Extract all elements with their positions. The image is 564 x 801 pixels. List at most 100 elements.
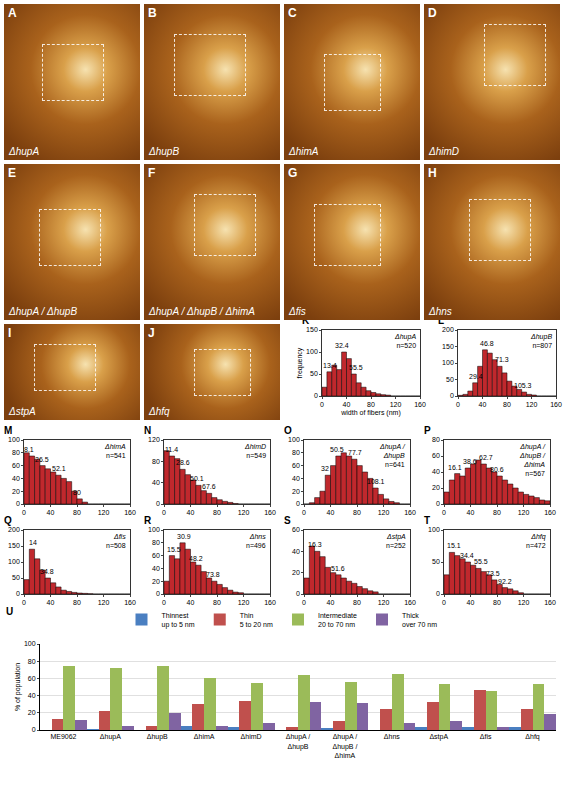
- svg-text:80: 80: [432, 436, 440, 443]
- svg-text:80.6: 80.6: [490, 466, 504, 473]
- svg-text:40: 40: [467, 509, 475, 516]
- svg-text:55.5: 55.5: [349, 364, 363, 371]
- svg-text:29.4: 29.4: [469, 373, 483, 380]
- svg-text:20: 20: [432, 484, 440, 491]
- svg-text:ΔhupA /ΔhupB /ΔhimAn=567: ΔhupA /ΔhupB /ΔhimAn=567: [519, 443, 546, 477]
- svg-text:80: 80: [493, 509, 501, 516]
- svg-text:Δfisn=508: Δfisn=508: [106, 533, 126, 549]
- svg-text:0: 0: [302, 509, 306, 516]
- svg-text:80: 80: [73, 599, 81, 606]
- svg-text:Δfis: Δfis: [480, 733, 492, 740]
- svg-text:55.5: 55.5: [474, 558, 488, 565]
- svg-text:80: 80: [367, 401, 375, 408]
- svg-text:77.7: 77.7: [348, 449, 362, 456]
- svg-text:0: 0: [436, 500, 440, 507]
- svg-text:160: 160: [404, 509, 416, 516]
- svg-text:40: 40: [47, 599, 55, 606]
- svg-text:32: 32: [321, 465, 329, 472]
- svg-text:120: 120: [98, 599, 110, 606]
- svg-text:50.1: 50.1: [190, 475, 204, 482]
- svg-text:120: 120: [378, 599, 390, 606]
- svg-text:48.2: 48.2: [189, 555, 203, 562]
- svg-text:U: U: [6, 606, 13, 617]
- svg-text:ΔhimA: ΔhimA: [194, 733, 215, 740]
- svg-text:38.6: 38.6: [463, 458, 477, 465]
- svg-text:100: 100: [428, 526, 440, 533]
- svg-text:120: 120: [98, 509, 110, 516]
- svg-text:40: 40: [432, 468, 440, 475]
- svg-text:0: 0: [296, 590, 300, 597]
- svg-text:0: 0: [162, 509, 166, 516]
- svg-text:150: 150: [8, 542, 20, 549]
- svg-text:80: 80: [152, 458, 160, 465]
- svg-text:51.6: 51.6: [331, 565, 345, 572]
- svg-text:ΔhimD: ΔhimD: [241, 733, 262, 740]
- svg-text:80: 80: [213, 599, 221, 606]
- svg-text:67.6: 67.6: [202, 483, 216, 490]
- svg-text:0: 0: [320, 401, 324, 408]
- svg-text:Thin5 to 20 nm: Thin5 to 20 nm: [240, 612, 273, 628]
- svg-text:100: 100: [442, 359, 454, 366]
- svg-text:120: 120: [390, 401, 402, 408]
- svg-text:15.5: 15.5: [167, 546, 181, 553]
- svg-text:40: 40: [292, 548, 300, 555]
- svg-text:32.4: 32.4: [335, 342, 349, 349]
- svg-text:160: 160: [124, 509, 136, 516]
- svg-text:80: 80: [353, 509, 361, 516]
- svg-text:150: 150: [442, 343, 454, 350]
- svg-text:73.5: 73.5: [486, 570, 500, 577]
- svg-text:60: 60: [432, 452, 440, 459]
- svg-text:0: 0: [436, 590, 440, 597]
- svg-text:60: 60: [28, 675, 36, 682]
- svg-text:ΔstpA: ΔstpA: [429, 733, 448, 741]
- svg-text:Q: Q: [4, 515, 12, 526]
- svg-text:20: 20: [28, 709, 36, 716]
- svg-text:100: 100: [8, 436, 20, 443]
- svg-text:40: 40: [343, 401, 351, 408]
- svg-text:15.1: 15.1: [447, 542, 461, 549]
- svg-text:ΔhimDn=549: ΔhimDn=549: [244, 443, 266, 459]
- svg-text:105.3: 105.3: [514, 382, 532, 389]
- svg-text:50: 50: [12, 574, 20, 581]
- svg-text:34.8: 34.8: [40, 568, 54, 575]
- svg-text:0: 0: [156, 500, 160, 507]
- svg-text:80: 80: [353, 599, 361, 606]
- svg-text:120: 120: [518, 599, 530, 606]
- svg-text:40: 40: [187, 509, 195, 516]
- svg-text:N: N: [144, 425, 151, 436]
- svg-text:ΔhupA: ΔhupA: [100, 733, 121, 741]
- svg-text:Intermediate20 to 70 nm: Intermediate20 to 70 nm: [318, 612, 357, 628]
- svg-text:% of population: % of population: [14, 663, 22, 711]
- svg-text:160: 160: [264, 599, 276, 606]
- svg-text:width of fibers (nm): width of fibers (nm): [340, 409, 401, 417]
- svg-text:160: 160: [550, 401, 562, 408]
- svg-text:0: 0: [156, 590, 160, 597]
- svg-text:ΔhimAn=541: ΔhimAn=541: [104, 443, 126, 459]
- svg-text:0: 0: [22, 599, 26, 606]
- svg-text:8.1: 8.1: [24, 446, 34, 453]
- svg-text:0: 0: [162, 599, 166, 606]
- svg-text:0: 0: [442, 509, 446, 516]
- svg-text:34.4: 34.4: [460, 552, 474, 559]
- svg-text:0: 0: [442, 599, 446, 606]
- svg-text:50: 50: [432, 558, 440, 565]
- svg-text:200: 200: [8, 526, 20, 533]
- svg-text:100: 100: [288, 436, 300, 443]
- svg-text:Δhnsn=496: Δhnsn=496: [246, 533, 266, 549]
- svg-text:ΔhupAn=520: ΔhupAn=520: [394, 333, 416, 349]
- svg-text:14: 14: [29, 539, 37, 546]
- svg-text:0: 0: [22, 509, 26, 516]
- svg-text:73.8: 73.8: [206, 571, 220, 578]
- svg-text:0: 0: [302, 599, 306, 606]
- svg-text:60: 60: [152, 552, 160, 559]
- svg-text:80: 80: [213, 509, 221, 516]
- svg-text:71.3: 71.3: [495, 356, 509, 363]
- svg-text:Thickover 70 nm: Thickover 70 nm: [402, 612, 437, 628]
- svg-text:40: 40: [292, 475, 300, 482]
- svg-text:40: 40: [479, 401, 487, 408]
- svg-text:16.3: 16.3: [308, 541, 322, 548]
- svg-text:160: 160: [404, 599, 416, 606]
- svg-text:40: 40: [12, 475, 20, 482]
- svg-text:ΔhupA /ΔhupB /ΔhimA: ΔhupA /ΔhupB /ΔhimA: [332, 733, 357, 758]
- svg-text:0: 0: [296, 500, 300, 507]
